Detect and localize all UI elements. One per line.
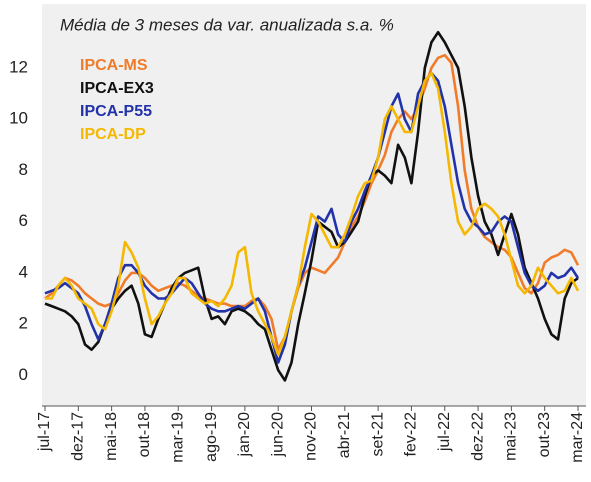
y-tick-label: 8 <box>19 160 28 179</box>
legend-entry: IPCA-EX3 <box>80 80 154 97</box>
series-line <box>44 30 579 382</box>
y-tick-label: 12 <box>9 57 28 76</box>
x-tick-label: dez-17 <box>70 412 87 461</box>
series-line <box>44 53 580 351</box>
x-tick-label: fev-22 <box>403 412 420 457</box>
y-tick-label: 4 <box>19 262 28 281</box>
x-tick-label: jan-20 <box>236 412 253 458</box>
legend-entry: IPCA-DP <box>80 126 146 143</box>
plot-area <box>42 4 586 406</box>
legend-entry: IPCA-P55 <box>80 103 152 120</box>
series-line <box>45 71 580 357</box>
x-tick-label: mai-23 <box>503 412 520 461</box>
legend-entry: IPCA-MS <box>80 57 148 74</box>
x-tick-label: jul-17 <box>36 412 53 452</box>
y-tick-label: 0 <box>19 365 28 384</box>
x-tick-label: jun-20 <box>269 412 286 458</box>
x-tick-label: mar-19 <box>169 412 186 463</box>
x-tick-label: mai-18 <box>103 412 120 461</box>
x-tick-label: abr-21 <box>336 412 353 458</box>
x-tick-label: set-21 <box>369 412 386 457</box>
x-tick-label: dez-22 <box>469 412 486 461</box>
x-tick-label: nov-20 <box>303 412 320 461</box>
x-tick-label: out-18 <box>136 412 153 457</box>
series-line <box>44 71 580 364</box>
x-tick-label: jul-22 <box>436 412 453 452</box>
y-tick-label: 10 <box>9 109 28 128</box>
x-tick-label: mar-24 <box>569 412 586 463</box>
x-tick-label: out-23 <box>536 412 553 457</box>
y-tick-label: 6 <box>19 211 28 230</box>
chart-title: Média de 3 meses da var. anualizada s.a.… <box>60 15 394 34</box>
y-tick-label: 2 <box>19 314 28 333</box>
x-tick-label: ago-19 <box>203 412 220 462</box>
